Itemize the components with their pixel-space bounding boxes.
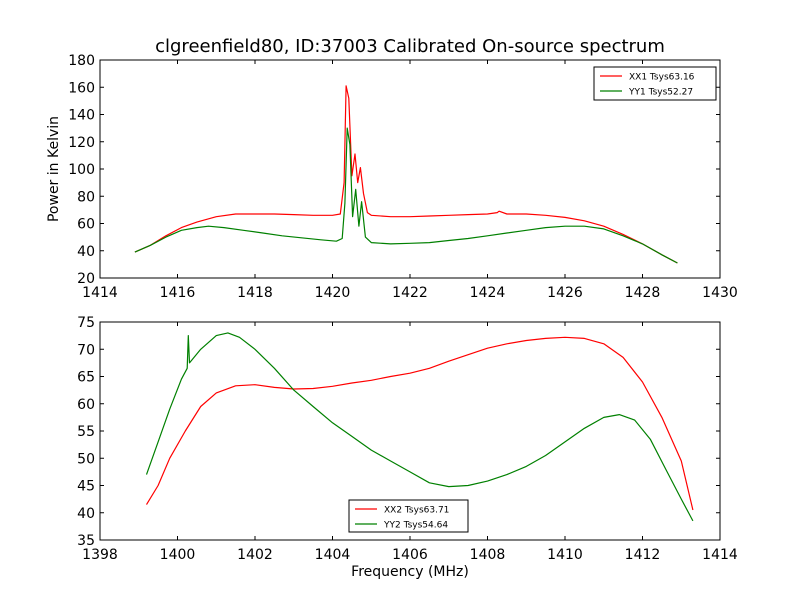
series-line-2-1 (145, 336, 694, 511)
x-tick-label: 1400 (160, 547, 196, 563)
y-tick-label: 60 (77, 397, 95, 413)
y-tick-label: 140 (68, 108, 95, 124)
y-tick-label: 20 (77, 271, 95, 287)
y-tick-label: 35 (77, 533, 95, 549)
y-tick-label: 40 (77, 244, 95, 260)
x-tick-label: 1422 (392, 285, 428, 301)
y-tick-label: 80 (77, 189, 95, 205)
x-tick-label: 1414 (82, 285, 118, 301)
y-tick-label: 160 (68, 80, 95, 96)
chart-title: clgreenfield80, ID:37003 Calibrated On-s… (155, 36, 665, 57)
y-tick-label: 75 (77, 315, 95, 331)
x-tick-label: 1418 (237, 285, 273, 301)
x-tick-label: 1402 (237, 547, 273, 563)
x-tick-label: 1410 (547, 547, 583, 563)
y-tick-label: 70 (77, 342, 95, 358)
x-tick-label: 1406 (392, 547, 428, 563)
y-axis-label: Power in Kelvin (46, 116, 62, 222)
legend-2: XX2 Tsys63.71 YY2 Tsys54.64 (348, 499, 469, 533)
y-tick-label: 65 (77, 370, 95, 386)
x-tick-label: 1414 (702, 547, 738, 563)
legend-label: XX1 Tsys63.16 (629, 73, 695, 83)
x-tick-label: 1424 (470, 285, 506, 301)
legend-box (348, 499, 469, 533)
series-line-1-2 (134, 127, 678, 264)
plot-2: 1398 1400 1402 1404 1406 1408 1410 1412 1414 35 40… (77, 315, 738, 580)
plot-1: 1414 1416 1418 1420 1422 1424 1426 1428 1430 20 40… (46, 53, 738, 301)
series-line-1-1 (134, 85, 678, 264)
y-tick-label: 40 (77, 506, 95, 522)
x-tick-label: 1416 (160, 285, 196, 301)
x-tick-label: 1430 (702, 285, 738, 301)
x-tick-label: 1408 (470, 547, 506, 563)
y-tick-label: 180 (68, 53, 95, 69)
x-tick-label: 1428 (625, 285, 661, 301)
x-tick-label: 1398 (82, 547, 118, 563)
x-tick-label: 1404 (315, 547, 351, 563)
x-tick-label: 1420 (315, 285, 351, 301)
y-tick-label: 60 (77, 217, 95, 233)
legend-label: XX2 Tsys63.71 (384, 506, 449, 516)
y-tick-label: 100 (68, 162, 95, 178)
y-tick-label: 55 (77, 424, 95, 440)
y-tick-label: 45 (77, 479, 95, 495)
x-tick-label: 1426 (547, 285, 583, 301)
y-tick-label: 50 (77, 451, 95, 467)
x-tick-label: 1412 (625, 547, 661, 563)
x-axis-label: Frequency (MHz) (351, 564, 469, 580)
legend-box (593, 66, 717, 101)
legend-1: XX1 Tsys63.16 YY1 Tsys52.27 (593, 66, 717, 101)
series-line-2-2 (145, 332, 694, 522)
y-tick-label: 120 (68, 135, 95, 151)
legend-label: YY1 Tsys52.27 (628, 88, 693, 98)
legend-label: YY2 Tsys54.64 (383, 521, 448, 531)
